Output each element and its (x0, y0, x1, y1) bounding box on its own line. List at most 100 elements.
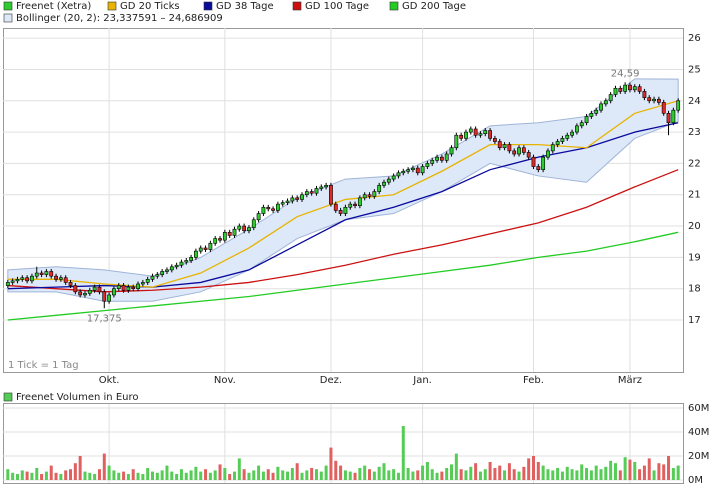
candle-body (517, 147, 521, 155)
y-tick-label: 40M (688, 427, 709, 438)
volume-bar (401, 426, 405, 480)
candle-body (401, 170, 406, 174)
candle-body (222, 232, 227, 241)
volume-bar (633, 462, 637, 480)
volume-bar (575, 470, 579, 480)
volume-bar (11, 472, 15, 480)
volume-bar (642, 465, 646, 480)
y-tick-label: 0M (688, 475, 703, 486)
volume-bar (223, 468, 227, 480)
legend-swatch (389, 1, 399, 11)
volume-bar (382, 463, 386, 480)
volume-bar (6, 469, 10, 480)
volume-bar (329, 447, 333, 480)
volume-bar (339, 465, 343, 480)
volume-bar (392, 469, 396, 480)
candle-body (179, 261, 184, 266)
volume-bar (618, 470, 622, 480)
volume-bar (406, 468, 410, 480)
volume-bar (179, 469, 183, 480)
candle-body (295, 197, 300, 200)
volume-bar (141, 474, 145, 480)
moving-average-line (7, 100, 679, 288)
volume-bar (232, 471, 236, 480)
volume-bar (194, 466, 198, 480)
candle-body (10, 280, 15, 283)
candle-body (473, 128, 478, 136)
volume-bar (78, 456, 82, 480)
candle-body (275, 203, 280, 211)
volume-bar (493, 468, 497, 480)
volume-bar (488, 462, 492, 480)
volume-bar (189, 470, 193, 480)
candle-body (449, 147, 454, 155)
price-annotation: 17,375 (87, 313, 122, 324)
volume-bar (93, 474, 97, 480)
candle-body (290, 197, 295, 202)
candle-body (121, 285, 126, 291)
legend-label: GD 100 Tage (305, 1, 369, 12)
candle-body (266, 206, 271, 210)
candle-body (555, 141, 560, 145)
candle-body (406, 169, 411, 172)
volume-bar (527, 458, 531, 480)
candle-body (165, 269, 169, 272)
candle-body (63, 277, 68, 283)
volume-bar (126, 474, 130, 480)
candle-body (565, 134, 570, 139)
legend-swatch (292, 1, 302, 11)
moving-average-line (7, 169, 679, 293)
y-tick-label: 60M (688, 403, 709, 414)
candle-body (468, 128, 473, 133)
volume-bar (112, 470, 116, 480)
volume-bar (396, 472, 400, 480)
candle-body (343, 206, 348, 214)
candle-body (198, 247, 203, 252)
candle-body (584, 116, 589, 124)
volume-bar (59, 474, 63, 480)
candle-body (618, 87, 623, 92)
volume-bar (440, 471, 444, 480)
volume-bar (464, 470, 468, 480)
volume-bar (146, 468, 150, 480)
candle-body (570, 131, 574, 136)
volume-bar (40, 474, 44, 480)
candle-body (647, 97, 652, 102)
volume-bar (319, 471, 323, 480)
volume-bar (213, 470, 217, 480)
legend-swatch (3, 13, 13, 23)
x-tick-label: Feb. (523, 375, 544, 386)
candle-body (49, 271, 54, 277)
legend-swatch (107, 1, 117, 11)
volume-bar (580, 464, 584, 480)
y-tick-label: 17 (688, 315, 701, 326)
volume-bar (411, 471, 415, 480)
volume-bar (276, 466, 280, 480)
candle-body (58, 277, 63, 280)
candle-body (5, 282, 10, 286)
candle-body (502, 144, 507, 149)
candle-body (116, 285, 121, 289)
candle-body (271, 208, 275, 211)
volume-bar (295, 463, 299, 480)
volume-bar (334, 460, 338, 480)
candle-body (140, 282, 145, 285)
candle-body (656, 98, 661, 103)
volume-bar (667, 456, 671, 480)
volume-bar (541, 465, 545, 480)
volume-bar (671, 468, 675, 480)
candle-body (126, 286, 131, 291)
volume-bar (170, 471, 174, 480)
candle-body (415, 167, 420, 174)
candle-body (459, 134, 464, 139)
candle-body (34, 272, 39, 277)
legend-label: GD 20 Ticks (120, 1, 180, 12)
volume-bar (613, 463, 617, 480)
candle-body (603, 100, 608, 105)
volume-bar (30, 472, 34, 480)
volume-bar (387, 470, 391, 480)
volume-bar (252, 470, 256, 480)
volume-bar (54, 472, 58, 480)
volume-bar (237, 458, 241, 480)
volume-bar (228, 474, 232, 480)
